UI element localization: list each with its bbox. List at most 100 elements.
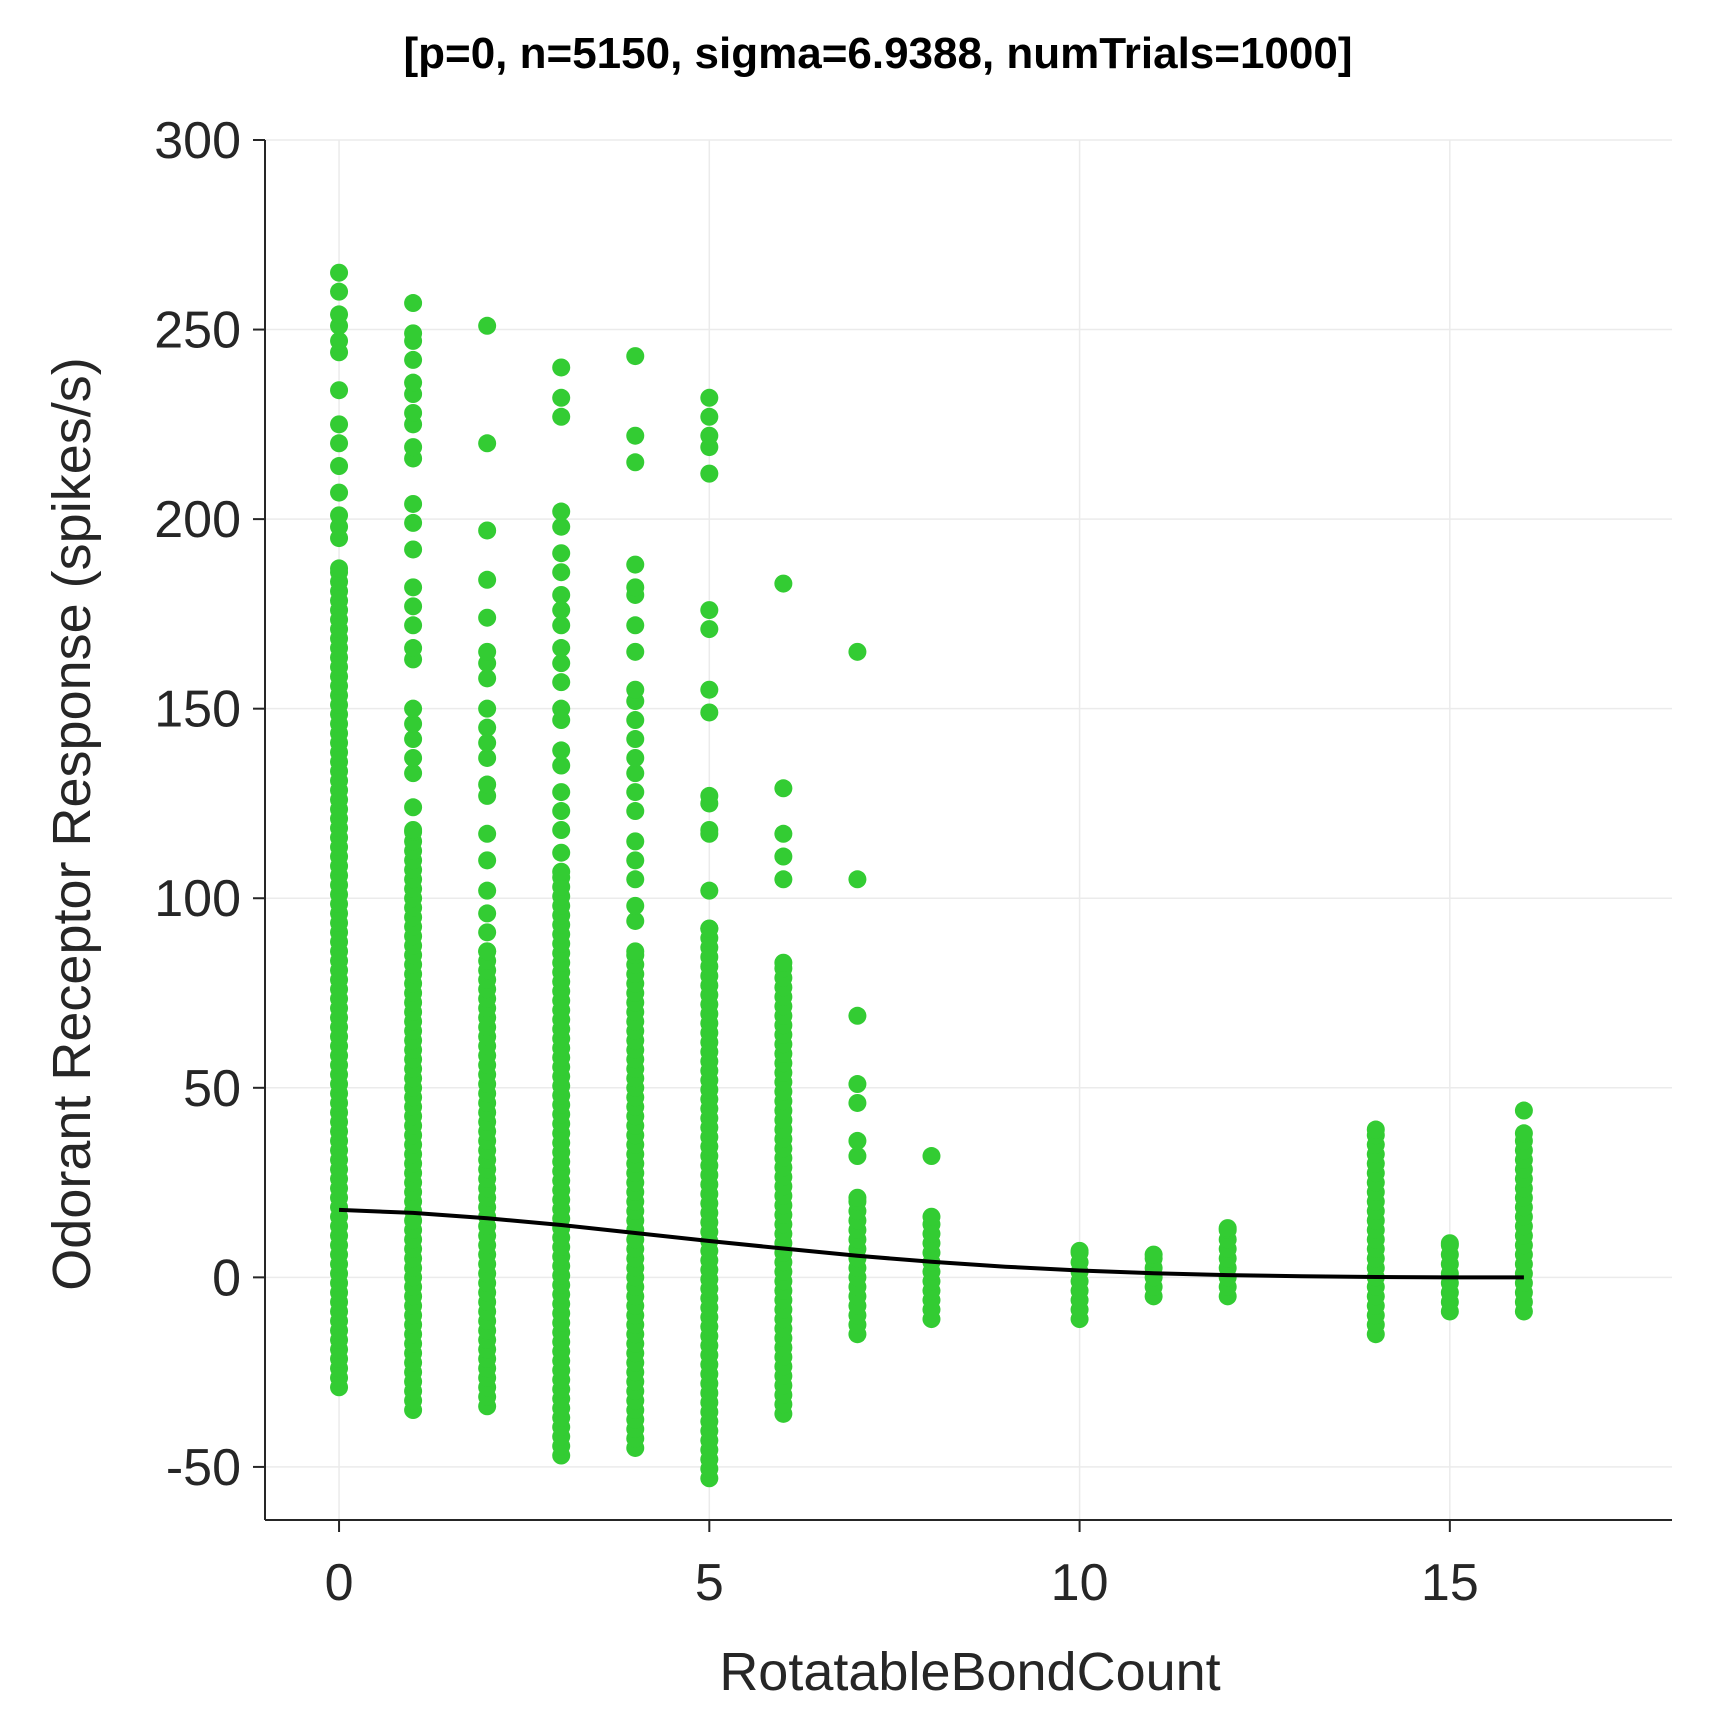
y-tick-label: 200 <box>154 491 241 549</box>
data-point <box>922 1147 941 1166</box>
data-point <box>404 639 423 658</box>
x-tick-label: 10 <box>1051 1554 1109 1612</box>
data-point <box>330 282 349 301</box>
data-point <box>700 407 719 426</box>
data-point <box>478 923 497 942</box>
y-tick-label: -50 <box>166 1439 241 1497</box>
x-tick-label: 5 <box>695 1554 724 1612</box>
ticks: -50 0 50 100 150 200 250 300 0 5 10 15 <box>154 112 1479 1612</box>
data-point <box>478 775 497 794</box>
data-point <box>552 407 571 426</box>
data-point <box>1366 1120 1385 1139</box>
data-point <box>626 730 645 749</box>
data-point <box>478 881 497 900</box>
data-point <box>330 434 349 453</box>
data-point <box>404 494 423 513</box>
data-point <box>700 464 719 483</box>
data-point <box>552 585 571 604</box>
data-point <box>404 714 423 733</box>
data-point <box>552 601 571 620</box>
data-point <box>478 570 497 589</box>
data-point <box>626 578 645 597</box>
y-tick-label: 100 <box>154 870 241 928</box>
data-point <box>404 324 423 343</box>
data-point <box>404 438 423 457</box>
data-point <box>404 294 423 313</box>
data-point <box>552 802 571 821</box>
fit-line-layer <box>339 1207 1524 1280</box>
data-points <box>330 263 1533 1488</box>
y-axis-label: Odorant Receptor Response (spikes/s) <box>42 357 102 1290</box>
data-point <box>478 669 497 688</box>
data-point <box>552 639 571 658</box>
data-point <box>848 1131 867 1150</box>
data-point <box>552 821 571 839</box>
data-point <box>626 832 645 851</box>
data-point <box>404 798 423 817</box>
data-point <box>774 847 793 866</box>
data-point <box>848 1188 867 1207</box>
data-point <box>404 513 423 532</box>
x-tick-label: 15 <box>1421 1554 1479 1612</box>
data-point <box>552 741 571 760</box>
axes <box>264 140 1672 1521</box>
data-point <box>626 642 645 661</box>
data-point <box>552 517 571 536</box>
data-point <box>848 1093 867 1112</box>
data-point <box>478 851 497 870</box>
data-point <box>478 608 497 627</box>
grid <box>265 139 1672 1520</box>
data-point <box>774 824 793 843</box>
data-point <box>404 730 423 749</box>
data-point <box>626 453 645 472</box>
x-tick-label: 0 <box>325 1554 354 1612</box>
data-point <box>626 764 645 783</box>
data-point <box>478 718 497 737</box>
data-point <box>700 620 719 639</box>
data-point <box>700 388 719 407</box>
data-point <box>404 821 423 839</box>
data-point <box>848 1147 867 1166</box>
data-point <box>478 521 497 540</box>
data-point <box>330 263 349 282</box>
data-point <box>478 699 497 718</box>
data-point <box>700 703 719 722</box>
data-point <box>552 843 571 862</box>
data-point <box>478 316 497 335</box>
data-point <box>848 1006 867 1025</box>
data-point <box>626 942 645 961</box>
data-point <box>1440 1234 1459 1253</box>
data-point <box>626 870 645 889</box>
data-point <box>330 381 349 400</box>
data-point <box>478 904 497 923</box>
data-point <box>330 331 349 350</box>
data-point <box>404 616 423 635</box>
data-point <box>330 483 349 502</box>
data-point <box>700 919 719 938</box>
data-point <box>626 616 645 635</box>
data-point <box>774 779 793 798</box>
y-tick-label: 0 <box>212 1249 241 1307</box>
y-tick-label: 150 <box>154 681 241 739</box>
data-point <box>1218 1219 1237 1238</box>
data-point <box>626 347 645 366</box>
data-point <box>552 544 571 563</box>
data-point <box>478 733 497 752</box>
data-point <box>404 373 423 392</box>
y-tick-label: 50 <box>183 1060 241 1118</box>
data-point <box>404 748 423 767</box>
x-axis-label: RotatableBondCount <box>719 1642 1220 1702</box>
data-point <box>774 870 793 889</box>
data-point <box>404 403 423 422</box>
data-point <box>774 574 793 593</box>
data-point <box>922 1207 941 1226</box>
data-point <box>626 680 645 699</box>
data-point <box>404 540 423 559</box>
data-point <box>552 502 571 521</box>
data-point <box>626 911 645 930</box>
data-point <box>626 851 645 870</box>
data-point <box>626 748 645 767</box>
data-point <box>404 350 423 369</box>
data-point <box>700 881 719 900</box>
data-point <box>478 748 497 767</box>
